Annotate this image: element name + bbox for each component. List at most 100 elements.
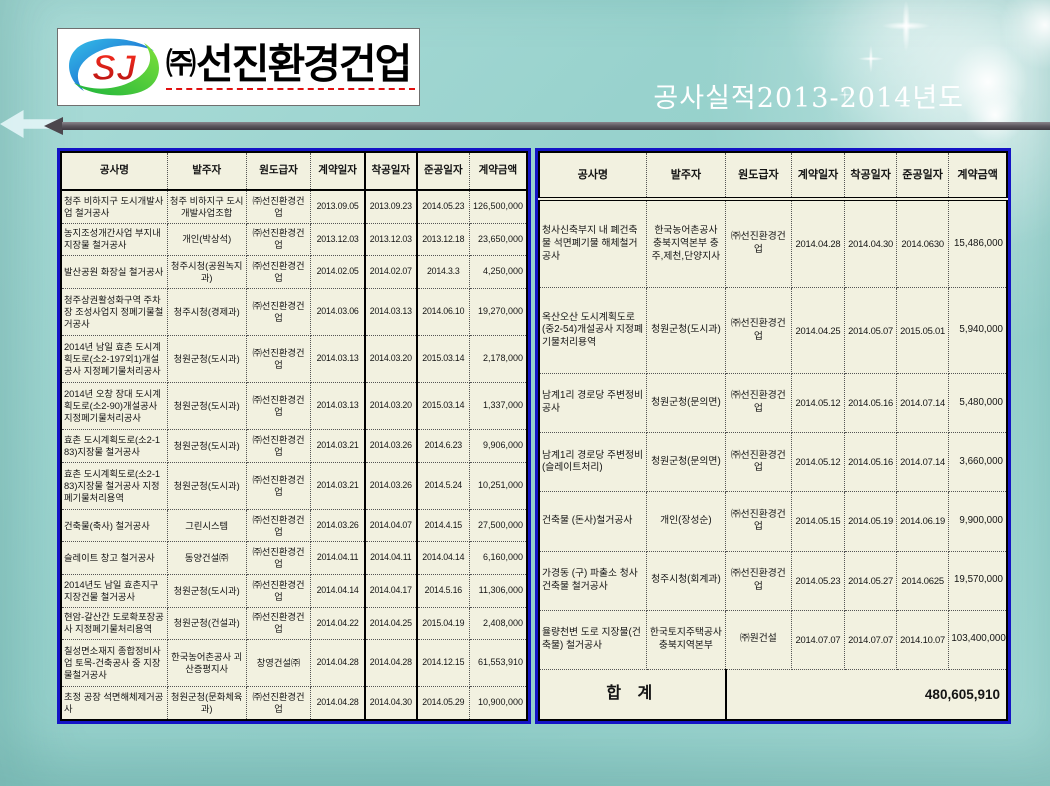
company-name: ㈜선진환경건업 [166, 44, 415, 90]
page-title: 공사실적2013-2014년도 [653, 83, 964, 114]
contractor-cell: ㈜선진환경건업 [245, 189, 312, 224]
projects-table-left: 공사명 발주자 원도급자 계약일자 착공일자 준공일자 계약금액 청주 비하지구 도시개발사… [57, 148, 531, 724]
table-row: 효촌 도시계획도로(소2-183)지장물 철거공사 청원군청(도시과) ㈜선진환경건… [60, 429, 528, 463]
table-row: 청주상권활성화구역 주차장 조성사업지 정폐기물철거공사 청주시청(경제과) ㈜선진… [60, 287, 528, 336]
contract-date-cell: 2014.04.14 [310, 573, 366, 608]
completion-date-cell: 2015.03.14 [416, 382, 470, 431]
contractor-cell: ㈜선진환경건업 [725, 550, 792, 611]
column-header: 착공일자 [363, 151, 418, 191]
contractor-cell: ㈜선진환경건업 [725, 432, 792, 493]
completion-date-cell: 2014.5.16 [416, 573, 470, 608]
contractor-cell: ㈜선진환경건업 [245, 461, 312, 510]
project-name-cell: 효촌 도시계획도로(소2-183)지장물 철거공사 지정폐기물처리용역 [60, 461, 168, 510]
completion-date-cell: 2014.5.24 [416, 461, 470, 510]
table-row: 현암-갈산간 도로확포장공사 지정폐기물처리용역 청원군청(건설과) ㈜선진환경건업… [60, 606, 528, 641]
project-name-cell: 초정 공장 석면해체제거공사 [60, 686, 168, 721]
completion-date-cell: 2014.05.29 [416, 686, 470, 721]
contract-date-cell: 2014.04.28 [790, 198, 846, 289]
contractor-cell: ㈜선진환경건업 [245, 606, 312, 641]
completion-date-cell: 2014.05.23 [416, 189, 470, 224]
start-date-cell: 2014.04.17 [363, 573, 418, 608]
start-date-cell: 2014.04.25 [363, 606, 418, 641]
sparkle-glow [965, 85, 1025, 145]
completion-date-cell: 2014.07.14 [895, 432, 950, 493]
start-date-cell: 2014.03.20 [363, 382, 418, 431]
table-row: 효촌 도시계획도로(소2-183)지장물 철거공사 지정폐기물처리용역 청원군청(… [60, 461, 528, 510]
column-header: 착공일자 [844, 151, 897, 201]
table-row: 청주 비하지구 도시개발사업 철거공사 청주 비하지구 도시개발사업조합 ㈜선진환경… [60, 189, 528, 224]
completion-date-cell: 2014.6.23 [416, 429, 470, 463]
table-row: 초정 공장 석면해체제거공사 청원군청(문화체육과) ㈜선진환경건업 2014.04.… [60, 686, 528, 721]
project-name-cell: 청주상권활성화구역 주차장 조성사업지 정폐기물철거공사 [60, 287, 168, 336]
total-amount: 480,605,910 [725, 668, 1008, 721]
table-row: 건축물(축사) 철거공사 그린시스템 ㈜선진환경건업 2014.03.26 2014.0… [60, 508, 528, 543]
client-cell: 청원군청(도시과) [645, 287, 727, 374]
start-date-cell: 2014.05.19 [844, 491, 897, 552]
project-name-cell: 2014년 오창 장대 도시계획도로(소2-90)개설공사 지정폐기물처리공사 [60, 382, 168, 431]
start-date-cell: 2014.05.16 [844, 372, 897, 434]
contractor-cell: ㈜선진환경건업 [245, 334, 312, 384]
contract-amount-cell: 5,940,000 [948, 287, 1008, 374]
project-name-cell: 청사신축부지 내 폐건축물 석면폐기물 해체철거공사 [538, 198, 647, 289]
completion-date-cell: 2014.06.10 [416, 287, 470, 336]
completion-date-cell: 2013.12.18 [416, 222, 470, 257]
contract-date-cell: 2014.05.23 [790, 550, 846, 611]
client-cell: 청원군청(건설과) [166, 606, 247, 641]
contract-date-cell: 2014.04.25 [790, 287, 846, 374]
start-date-cell: 2014.03.26 [363, 429, 418, 463]
column-header: 준공일자 [895, 151, 950, 201]
table-row: 옥산오산 도시계획도로(중2-54)개설공사 지정폐기물처리용역 청원군청(도시과… [538, 287, 1008, 374]
svg-text:SJ: SJ [92, 47, 137, 88]
header-row: 공사명 발주자 원도급자 계약일자 착공일자 준공일자 계약금액 [60, 151, 528, 191]
company-name-text: 선진환경건업 [196, 41, 412, 87]
completion-date-cell: 2015.03.14 [416, 334, 470, 384]
contract-amount-cell: 6,160,000 [468, 541, 528, 575]
client-cell: 개인(장성순) [645, 491, 727, 552]
start-date-cell: 2014.02.07 [363, 255, 418, 289]
client-cell: 한국농어촌공사 충북지역본부 충주,제천,단양지사 [645, 198, 727, 289]
contract-amount-cell: 11,306,000 [468, 573, 528, 608]
client-cell: 청원군청(문의면) [645, 432, 727, 493]
total-row: 합 계 480,605,910 [538, 668, 1008, 721]
start-date-cell: 2014.04.11 [363, 541, 418, 575]
table-row: 율량천변 도로 지장물(건축물) 철거공사 한국토지주택공사 충북지역본부 ㈜원건설… [538, 609, 1008, 670]
contract-date-cell: 2014.07.07 [790, 609, 846, 670]
project-name-cell: 청주 비하지구 도시개발사업 철거공사 [60, 189, 168, 224]
project-name-cell: 율량천변 도로 지장물(건축물) 철거공사 [538, 609, 647, 670]
contract-amount-cell: 9,906,000 [468, 429, 528, 463]
project-name-cell: 건축물 (돈사)철거공사 [538, 491, 647, 552]
client-cell: 청주시청(경제과) [166, 287, 247, 336]
contractor-cell: ㈜선진환경건업 [245, 255, 312, 289]
table-row: 슬레이트 창고 철거공사 동양건설㈜ ㈜선진환경건업 2014.04.11 2014.0… [60, 541, 528, 575]
start-date-cell: 2014.05.16 [844, 432, 897, 493]
completion-date-cell: 2014.07.14 [895, 372, 950, 434]
contractor-cell: ㈜선진환경건업 [245, 287, 312, 336]
column-header: 준공일자 [416, 151, 470, 191]
contractor-cell: ㈜선진환경건업 [725, 491, 792, 552]
project-name-cell: 발산공원 화장실 철거공사 [60, 255, 168, 289]
client-cell: 청원군청(도시과) [166, 382, 247, 431]
project-name-cell: 농지조성개간사업 부지내 지장물 철거공사 [60, 222, 168, 257]
table-row: 2014년 남일 효촌 도시계획도로(소2-197외1)개설공사 지정폐기물처리… [60, 334, 528, 384]
column-header: 공사명 [60, 151, 168, 191]
start-date-cell: 2014.04.30 [844, 198, 897, 289]
start-date-cell: 2014.04.07 [363, 508, 418, 543]
contractor-cell: 창영건설㈜ [245, 639, 312, 688]
table-row: 건축물 (돈사)철거공사 개인(장성순) ㈜선진환경건업 2014.05.15 2014… [538, 491, 1008, 552]
client-cell: 청원군청(도시과) [166, 573, 247, 608]
contractor-cell: ㈜선진환경건업 [725, 287, 792, 374]
client-cell: 청주 비하지구 도시개발사업조합 [166, 189, 247, 224]
sj-logo-icon: SJ [69, 38, 159, 96]
completion-date-cell: 2014.10.07 [895, 609, 950, 670]
contract-date-cell: 2014.03.13 [310, 382, 366, 431]
contract-date-cell: 2013.09.05 [310, 189, 366, 224]
sparkle-star-icon [882, 0, 930, 52]
contractor-cell: ㈜선진환경건업 [245, 429, 312, 463]
contract-date-cell: 2014.03.13 [310, 334, 366, 384]
table-row: 칠성면소재지 종합정비사업 토목-건축공사 중 지장물철거공사 한국농어촌공사 괴… [60, 639, 528, 688]
project-name-cell: 건축물(축사) 철거공사 [60, 508, 168, 543]
start-date-cell: 2013.12.03 [363, 222, 418, 257]
contractor-cell: ㈜선진환경건업 [245, 686, 312, 721]
contract-amount-cell: 23,650,000 [468, 222, 528, 257]
contract-amount-cell: 126,500,000 [468, 189, 528, 224]
